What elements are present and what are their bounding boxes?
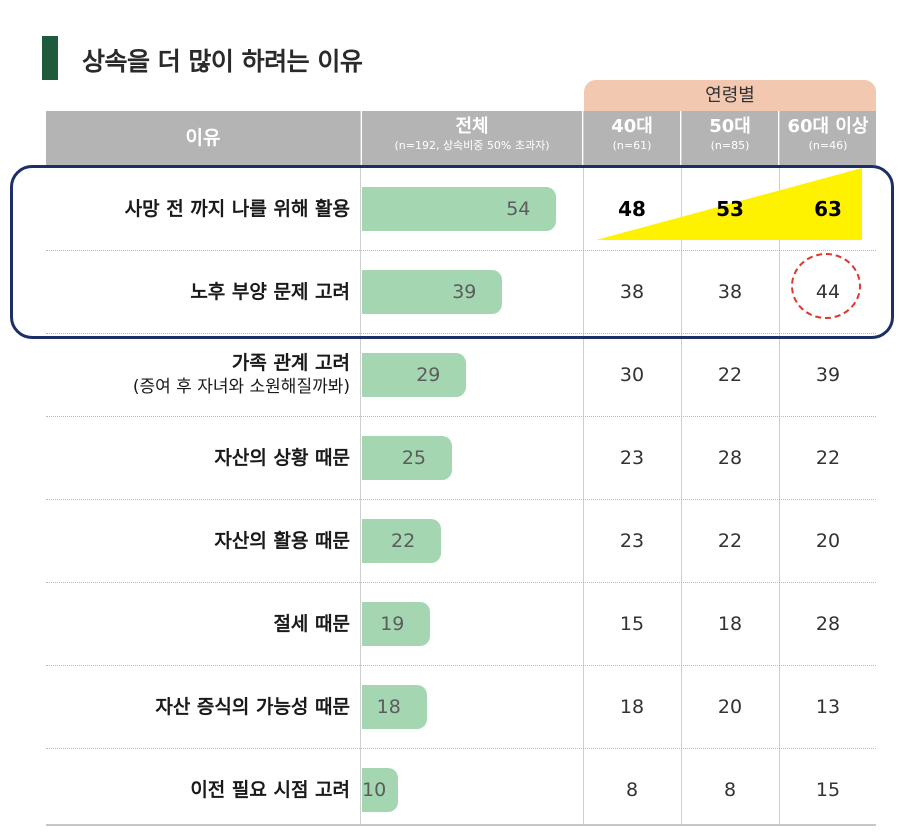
header-age40-label: 40대	[611, 116, 653, 137]
title-accent-bar	[42, 36, 58, 80]
row-label: 이전 필요 시점 고려	[46, 778, 350, 802]
row-label-text: 자산 증식의 가능성 때문	[155, 695, 350, 718]
row-label-text: 이전 필요 시점 고려	[190, 778, 350, 801]
highlight-triangle-shape	[596, 168, 862, 240]
column-divider	[360, 111, 361, 825]
total-bar	[362, 518, 442, 563]
cell-a60: 15	[815, 778, 841, 801]
total-bar	[362, 767, 398, 812]
cell-a50: 22	[717, 529, 743, 552]
cell-a50: 53	[716, 196, 744, 221]
highlight-box	[10, 165, 894, 339]
row-label: 사망 전 까지 나를 위해 활용	[46, 197, 350, 221]
highlight-triangle	[596, 168, 862, 240]
total-bar-label: 29	[416, 363, 441, 386]
cell-a40: 15	[619, 612, 645, 635]
cell-a40: 38	[619, 280, 645, 303]
total-bar-label: 25	[401, 446, 426, 469]
cell-a50: 20	[717, 695, 743, 718]
header-reason: 이유	[46, 111, 360, 165]
row-label-text: 가족 관계 고려	[231, 351, 350, 374]
cell-a60: 13	[815, 695, 841, 718]
total-bar-label: 22	[391, 529, 416, 552]
header-total-label: 전체	[455, 116, 489, 137]
cell-a40: 18	[619, 695, 645, 718]
cell-a60: 39	[815, 363, 841, 386]
total-bar	[362, 352, 467, 397]
row-label-text: 절세 때문	[273, 612, 350, 635]
table-bottom-border	[46, 824, 876, 826]
row-label: 절세 때문	[46, 612, 350, 636]
cell-a40: 48	[618, 196, 646, 221]
row-separator	[46, 582, 876, 583]
row-label: 노후 부양 문제 고려	[46, 280, 350, 304]
row-separator	[46, 416, 876, 417]
cell-a50: 28	[717, 446, 743, 469]
cell-a50: 38	[717, 280, 743, 303]
total-bar-label: 18	[376, 695, 401, 718]
row-separator	[46, 748, 876, 749]
total-bar-label: 54	[506, 197, 531, 220]
cell-a60: 20	[815, 529, 841, 552]
column-divider	[681, 111, 682, 825]
row-label-text: 자산의 활용 때문	[214, 529, 350, 552]
header-reason-label: 이유	[185, 127, 221, 149]
row-separator	[46, 499, 876, 500]
cell-a60: 22	[815, 446, 841, 469]
column-divider	[583, 111, 584, 825]
row-label-text: 노후 부양 문제 고려	[190, 280, 350, 303]
total-bar	[362, 684, 427, 729]
row-label: 가족 관계 고려 (증여 후 자녀와 소원해질까봐)	[46, 351, 350, 399]
total-bar	[362, 601, 431, 646]
header-age50: 50대 (n=85)	[682, 111, 778, 165]
cell-a50: 22	[717, 363, 743, 386]
cell-a60: 63	[814, 196, 842, 221]
total-bar	[362, 186, 557, 231]
row-separator	[46, 665, 876, 666]
header-age60-label: 60대 이상	[787, 116, 869, 137]
total-bar-label: 10	[362, 768, 386, 812]
header-total: 전체 (n=192, 상속비중 50% 초과자)	[362, 111, 582, 165]
row-label: 자산의 활용 때문	[46, 529, 350, 553]
header-age50-label: 50대	[709, 116, 751, 137]
row-separator	[46, 250, 876, 251]
cell-a40: 8	[625, 778, 639, 801]
header-age60: 60대 이상 (n=46)	[780, 111, 876, 165]
total-bar	[362, 435, 452, 480]
row-label-subtext: (증여 후 자녀와 소원해질까봐)	[132, 376, 350, 397]
cell-a40: 30	[619, 363, 645, 386]
row-label: 자산의 상황 때문	[46, 446, 350, 470]
total-bar	[362, 269, 503, 314]
header-age40-sub: (n=61)	[612, 139, 652, 152]
row-label: 자산 증식의 가능성 때문	[46, 695, 350, 719]
chart-title: 상속을 더 많이 하려는 이유	[82, 47, 363, 76]
header-age40: 40대 (n=61)	[584, 111, 680, 165]
highlight-circle	[791, 253, 861, 319]
age-group-header: 연령별	[584, 80, 876, 111]
cell-a40: 23	[619, 529, 645, 552]
total-bar-label: 19	[380, 612, 405, 635]
total-bar-label: 39	[452, 280, 477, 303]
row-label-text: 자산의 상황 때문	[214, 446, 350, 469]
row-separator	[46, 333, 876, 334]
header-age50-sub: (n=85)	[710, 139, 750, 152]
cell-a50: 8	[723, 778, 737, 801]
row-label-text: 사망 전 까지 나를 위해 활용	[124, 197, 350, 220]
header-total-sub: (n=192, 상속비중 50% 초과자)	[394, 139, 550, 152]
cell-a60: 28	[815, 612, 841, 635]
column-divider	[779, 111, 780, 825]
header-age60-sub: (n=46)	[808, 139, 848, 152]
cell-a50: 18	[717, 612, 743, 635]
cell-a40: 23	[619, 446, 645, 469]
